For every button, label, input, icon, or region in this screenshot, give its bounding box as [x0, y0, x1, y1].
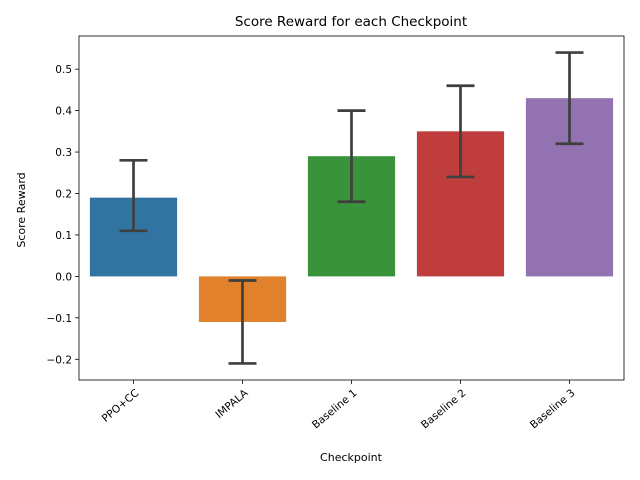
y-tick-label: 0.4 — [55, 106, 72, 118]
x-tick-label: Baseline 2 — [419, 387, 468, 431]
y-tick-label: 0.0 — [55, 271, 72, 283]
error-bars-group — [119, 51, 584, 365]
y-tick-label: 0.5 — [55, 64, 72, 76]
x-tick-label: Baseline 3 — [528, 387, 577, 431]
x-axis-label: Checkpoint — [320, 451, 383, 464]
x-tick-label: PPO+CC — [100, 387, 142, 425]
y-tick-label: 0.1 — [55, 230, 72, 242]
y-axis: −0.2 −0.1 0.0 0.1 0.2 0.3 0.4 0.5 — [47, 64, 79, 366]
error-bar — [119, 158, 148, 233]
x-tick-label: IMPALA — [213, 387, 251, 421]
y-tick-label: −0.1 — [47, 313, 73, 325]
chart-title: Score Reward for each Checkpoint — [235, 14, 467, 30]
y-tick-label: 0.3 — [55, 147, 72, 159]
error-bar — [446, 84, 475, 179]
error-bar — [228, 279, 257, 365]
y-tick-label: −0.2 — [47, 354, 73, 366]
error-bar — [555, 51, 584, 146]
y-axis-label: Score Reward — [15, 172, 28, 247]
error-bar — [337, 109, 366, 204]
x-tick-label: Baseline 1 — [310, 387, 359, 431]
y-tick-label: 0.2 — [55, 188, 72, 200]
x-axis: PPO+CC IMPALA Baseline 1 Baseline 2 Baseline… — [100, 380, 577, 431]
